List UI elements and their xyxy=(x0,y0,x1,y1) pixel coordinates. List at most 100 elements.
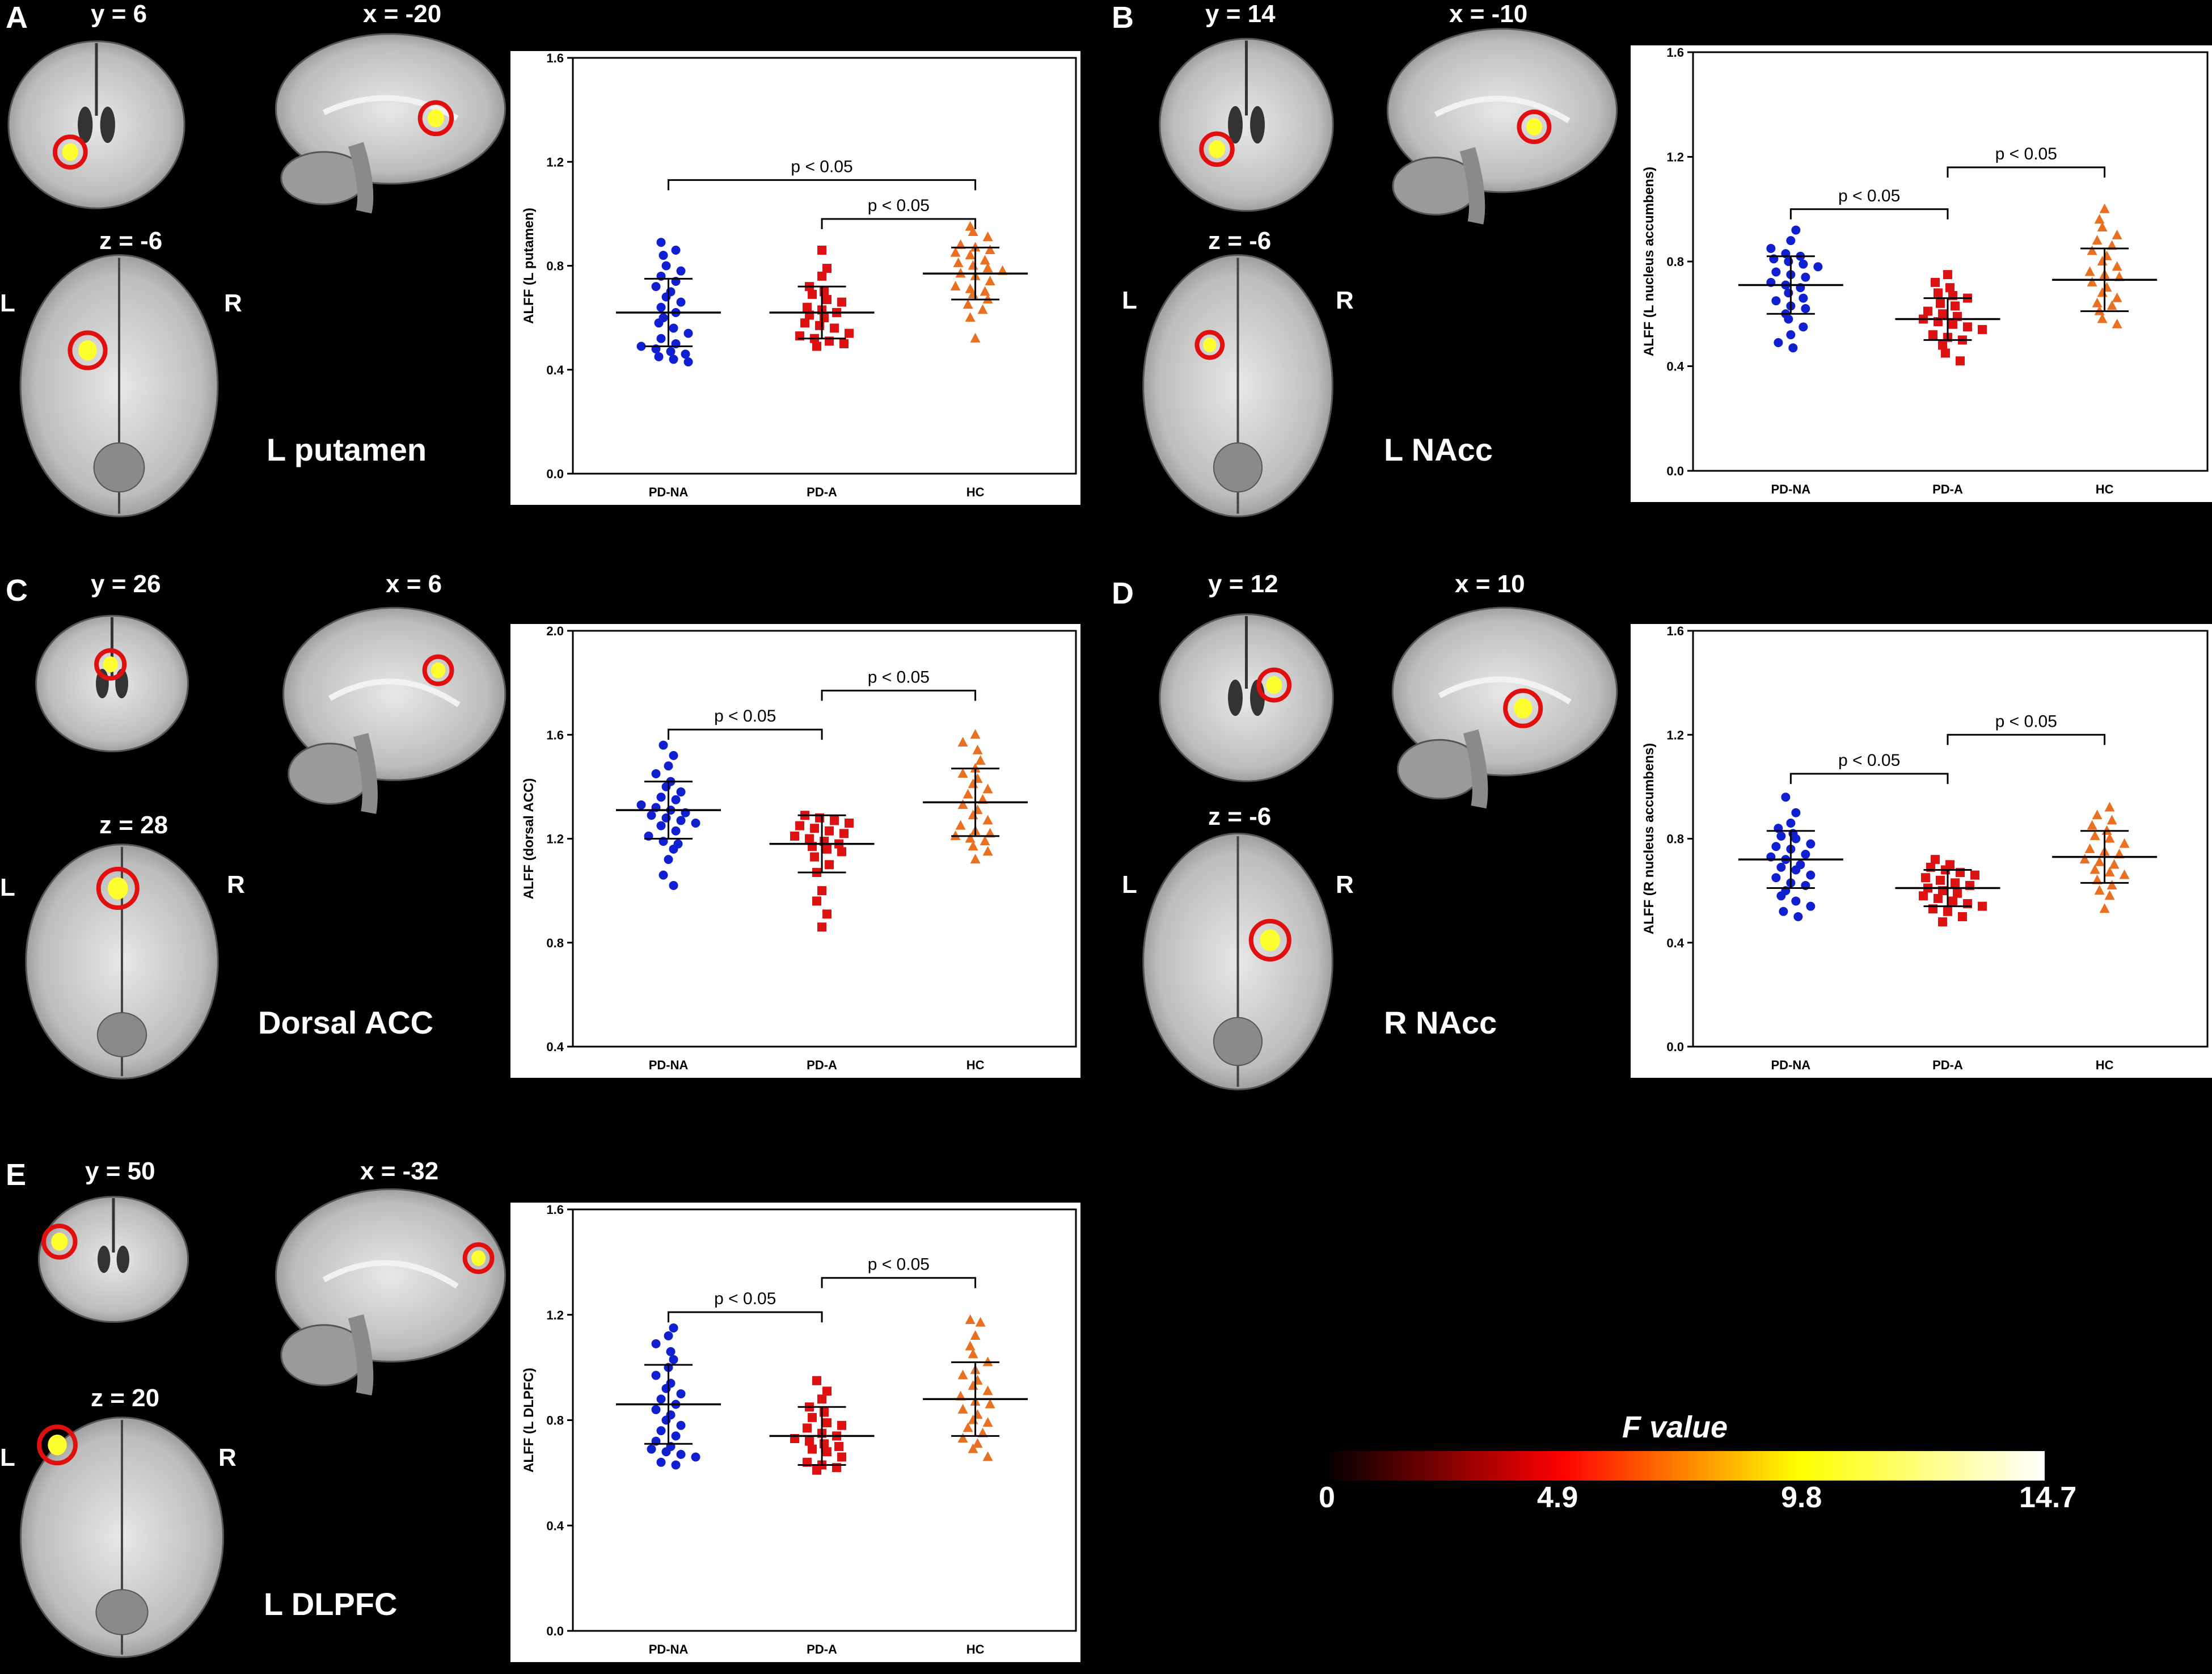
data-point xyxy=(2094,885,2105,895)
data-point xyxy=(1923,306,1932,316)
data-point xyxy=(2107,879,2117,889)
data-point xyxy=(2119,869,2130,879)
axial-brain-slice xyxy=(1137,828,1339,1095)
data-point xyxy=(1937,309,1947,319)
y-tick-label: 0.8 xyxy=(546,936,564,950)
data-point xyxy=(1771,873,1781,883)
data-point xyxy=(2092,297,2103,307)
coronal-coord-label: y = 14 xyxy=(1205,0,1276,28)
data-point xyxy=(955,820,966,830)
data-point xyxy=(671,826,681,836)
data-point xyxy=(817,886,827,896)
right-side-label: R xyxy=(218,1444,237,1471)
right-side-label: R xyxy=(1336,871,1354,899)
data-point xyxy=(968,1443,978,1453)
data-point xyxy=(830,323,839,333)
data-point xyxy=(656,1394,666,1404)
data-point xyxy=(837,1420,847,1430)
data-point xyxy=(651,282,661,292)
data-point xyxy=(654,318,664,328)
roi-circle xyxy=(1194,330,1225,360)
data-point xyxy=(2092,235,2103,245)
data-point xyxy=(957,768,968,778)
y-tick-label: 1.6 xyxy=(546,1203,564,1217)
y-tick-label: 0.0 xyxy=(1666,1040,1684,1054)
data-point xyxy=(837,297,847,307)
activation-cluster xyxy=(1260,929,1280,951)
data-point xyxy=(2107,300,2117,310)
data-point xyxy=(1791,896,1801,906)
y-axis-label: ALFF (L nucleus accumbens) xyxy=(1641,167,1657,356)
panel-letter: B xyxy=(1112,1,1134,35)
x-tick-label: PD-A xyxy=(1932,1058,1963,1072)
data-point xyxy=(803,302,812,312)
sagittal-brain-slice xyxy=(244,1183,510,1398)
y-axis-label: ALFF (R nucleus accumbens) xyxy=(1641,743,1657,934)
data-point xyxy=(2107,815,2117,825)
data-point xyxy=(656,1457,666,1467)
data-point xyxy=(658,251,668,260)
y-tick-label: 0.8 xyxy=(1666,255,1684,269)
left-side-label: L xyxy=(1122,286,1137,314)
data-point xyxy=(1933,893,1943,903)
y-tick-label: 1.2 xyxy=(546,832,564,846)
coronal-coord-label: y = 12 xyxy=(1208,570,1278,598)
brain-tissue xyxy=(37,1196,189,1323)
data-point xyxy=(985,244,995,255)
data-point xyxy=(950,281,961,291)
data-point xyxy=(982,263,993,273)
data-point xyxy=(1801,304,1810,314)
significance-bracket xyxy=(1947,733,2106,745)
data-point xyxy=(1952,888,1962,898)
roi-circle xyxy=(417,100,454,137)
x-tick-label: HC xyxy=(966,1058,985,1072)
activation-cluster xyxy=(48,1434,67,1456)
data-point xyxy=(1806,870,1816,880)
data-point xyxy=(957,1433,968,1443)
significance-label: p < 0.05 xyxy=(1995,145,2057,163)
activation-cluster xyxy=(1526,118,1542,136)
sagittal-coord-label: x = -20 xyxy=(363,0,442,28)
data-point xyxy=(1806,839,1816,849)
data-point xyxy=(970,1330,981,1340)
data-point xyxy=(2087,820,2097,830)
significance-label: p < 0.05 xyxy=(868,196,930,215)
data-point xyxy=(2112,318,2122,328)
data-point xyxy=(664,1331,673,1340)
y-tick-label: 0.0 xyxy=(546,1624,564,1638)
data-point xyxy=(805,1436,814,1446)
data-point xyxy=(1930,277,1940,287)
axial-brain-slice xyxy=(1137,250,1339,522)
data-point xyxy=(955,1390,966,1401)
left-side-label: L xyxy=(0,289,15,317)
data-point xyxy=(790,831,800,841)
data-point xyxy=(691,819,700,828)
data-point xyxy=(1943,270,1952,280)
brain-tissue xyxy=(275,33,506,214)
data-point xyxy=(2114,271,2125,281)
brain-tissue xyxy=(7,40,185,209)
data-point xyxy=(664,855,673,865)
data-point xyxy=(982,846,993,856)
data-point xyxy=(1935,298,1945,308)
roi-circle xyxy=(67,330,108,370)
colorbar-title: F value xyxy=(1622,1410,1728,1444)
activation-cluster xyxy=(1209,140,1225,158)
data-point xyxy=(1791,834,1801,844)
significance-label: p < 0.05 xyxy=(714,707,776,726)
activation-cluster xyxy=(51,1232,68,1251)
data-point xyxy=(676,266,686,276)
data-point xyxy=(810,824,820,833)
data-point xyxy=(658,870,668,880)
data-point xyxy=(968,841,978,851)
data-point xyxy=(2097,222,2108,232)
region-label: R NAcc xyxy=(1384,1005,1497,1040)
data-point xyxy=(820,313,829,323)
plot-frame xyxy=(1692,630,2209,1048)
data-point xyxy=(972,744,983,754)
right-side-label: R xyxy=(1336,286,1354,314)
y-tick-label: 1.2 xyxy=(546,155,564,169)
data-point xyxy=(1786,236,1796,246)
data-point xyxy=(683,328,693,338)
activation-cluster xyxy=(62,143,78,161)
